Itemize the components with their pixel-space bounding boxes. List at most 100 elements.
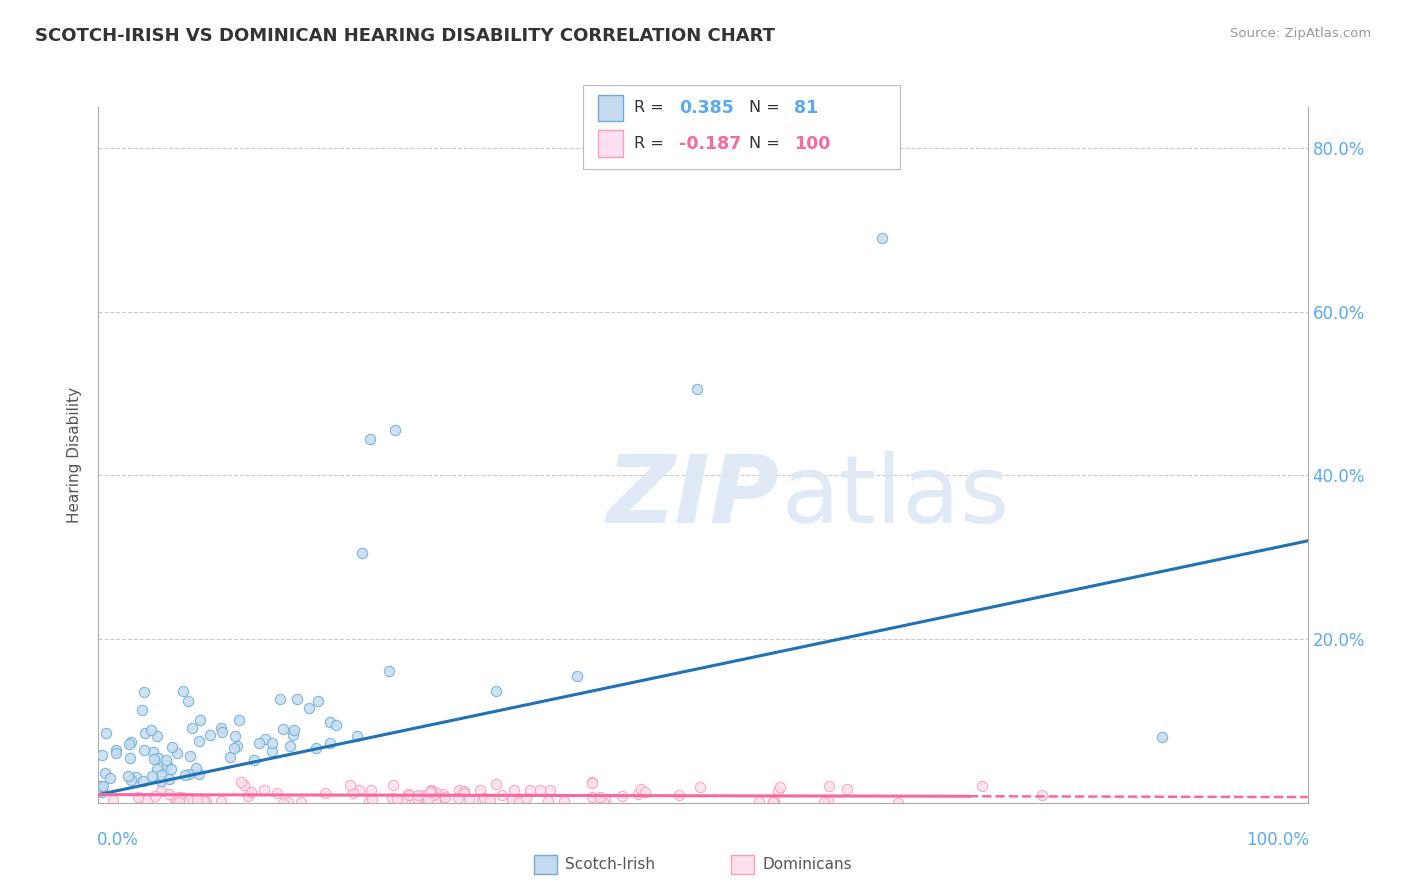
Point bbox=[887, 796, 910, 810]
Point bbox=[319, 736, 342, 750]
Point bbox=[159, 763, 181, 777]
Point bbox=[271, 796, 294, 810]
Point bbox=[120, 751, 142, 765]
Point bbox=[283, 723, 305, 737]
Point bbox=[131, 703, 153, 717]
Point bbox=[458, 791, 481, 805]
Point bbox=[117, 769, 139, 783]
Point bbox=[120, 735, 142, 749]
Point bbox=[406, 791, 429, 805]
Point bbox=[589, 789, 612, 804]
Point bbox=[157, 787, 180, 801]
Point bbox=[612, 789, 634, 804]
Point bbox=[146, 762, 169, 776]
Text: SCOTCH-IRISH VS DOMINICAN HEARING DISABILITY CORRELATION CHART: SCOTCH-IRISH VS DOMINICAN HEARING DISABI… bbox=[35, 27, 775, 45]
Point bbox=[91, 747, 114, 762]
Point bbox=[319, 715, 342, 730]
Point bbox=[1152, 731, 1174, 745]
Point bbox=[813, 795, 835, 809]
Point bbox=[581, 776, 603, 790]
Point bbox=[553, 794, 575, 808]
Point bbox=[384, 423, 406, 437]
Point bbox=[211, 724, 233, 739]
Point bbox=[198, 728, 221, 742]
Point bbox=[135, 793, 157, 807]
Point bbox=[94, 766, 117, 780]
Point bbox=[413, 788, 436, 802]
Point bbox=[766, 784, 789, 798]
Point bbox=[325, 718, 347, 732]
Point bbox=[156, 757, 179, 772]
Text: 100: 100 bbox=[794, 135, 831, 153]
Point bbox=[278, 739, 301, 753]
Point bbox=[818, 779, 841, 793]
Text: N =: N = bbox=[749, 136, 786, 151]
Point bbox=[169, 796, 191, 810]
Point bbox=[396, 787, 419, 801]
Point bbox=[285, 692, 308, 706]
Point bbox=[416, 792, 439, 806]
Point bbox=[166, 792, 188, 806]
Point bbox=[501, 793, 523, 807]
Point bbox=[347, 783, 370, 797]
Point bbox=[181, 722, 204, 736]
Point bbox=[177, 694, 200, 708]
Point bbox=[468, 783, 491, 797]
Point bbox=[748, 794, 770, 808]
Point bbox=[592, 795, 614, 809]
Point bbox=[149, 768, 172, 782]
Text: 81: 81 bbox=[794, 99, 818, 117]
Point bbox=[253, 732, 276, 747]
Point bbox=[686, 383, 709, 397]
Point bbox=[132, 684, 155, 698]
Point bbox=[260, 736, 283, 750]
Point bbox=[433, 790, 456, 805]
Point bbox=[239, 785, 262, 799]
Point bbox=[90, 784, 112, 798]
Point bbox=[581, 775, 603, 789]
Point bbox=[491, 788, 513, 802]
Point bbox=[271, 722, 294, 736]
Point bbox=[143, 752, 166, 766]
Point bbox=[243, 753, 266, 767]
Point bbox=[398, 788, 420, 802]
Point bbox=[406, 788, 429, 802]
Point bbox=[150, 773, 173, 788]
Point bbox=[269, 692, 291, 706]
Point bbox=[307, 694, 329, 708]
Point bbox=[422, 788, 444, 802]
Text: -0.187: -0.187 bbox=[679, 135, 741, 153]
Point bbox=[141, 723, 163, 737]
Point bbox=[404, 792, 426, 806]
Point bbox=[360, 792, 382, 806]
Point bbox=[970, 779, 993, 793]
Point bbox=[762, 795, 785, 809]
Point bbox=[360, 782, 382, 797]
Point bbox=[762, 794, 785, 808]
Point bbox=[453, 786, 475, 800]
Text: R =: R = bbox=[634, 136, 669, 151]
Point bbox=[236, 789, 259, 803]
Point bbox=[479, 793, 502, 807]
Point bbox=[170, 789, 193, 804]
Point bbox=[222, 740, 245, 755]
Point bbox=[305, 740, 328, 755]
Point bbox=[101, 793, 124, 807]
Point bbox=[91, 781, 114, 796]
Point bbox=[529, 783, 551, 797]
Point bbox=[177, 766, 200, 780]
Point bbox=[314, 786, 336, 800]
Point bbox=[247, 736, 270, 750]
Point bbox=[188, 733, 211, 747]
Point bbox=[453, 784, 475, 798]
Text: 100.0%: 100.0% bbox=[1246, 830, 1309, 848]
Point bbox=[277, 795, 299, 809]
Text: ZIP: ZIP bbox=[606, 450, 779, 542]
Point bbox=[193, 794, 215, 808]
Point bbox=[188, 767, 211, 781]
Point bbox=[817, 794, 839, 808]
Point bbox=[162, 791, 184, 805]
Point bbox=[224, 730, 246, 744]
Point bbox=[186, 792, 208, 806]
Text: N =: N = bbox=[749, 101, 786, 115]
